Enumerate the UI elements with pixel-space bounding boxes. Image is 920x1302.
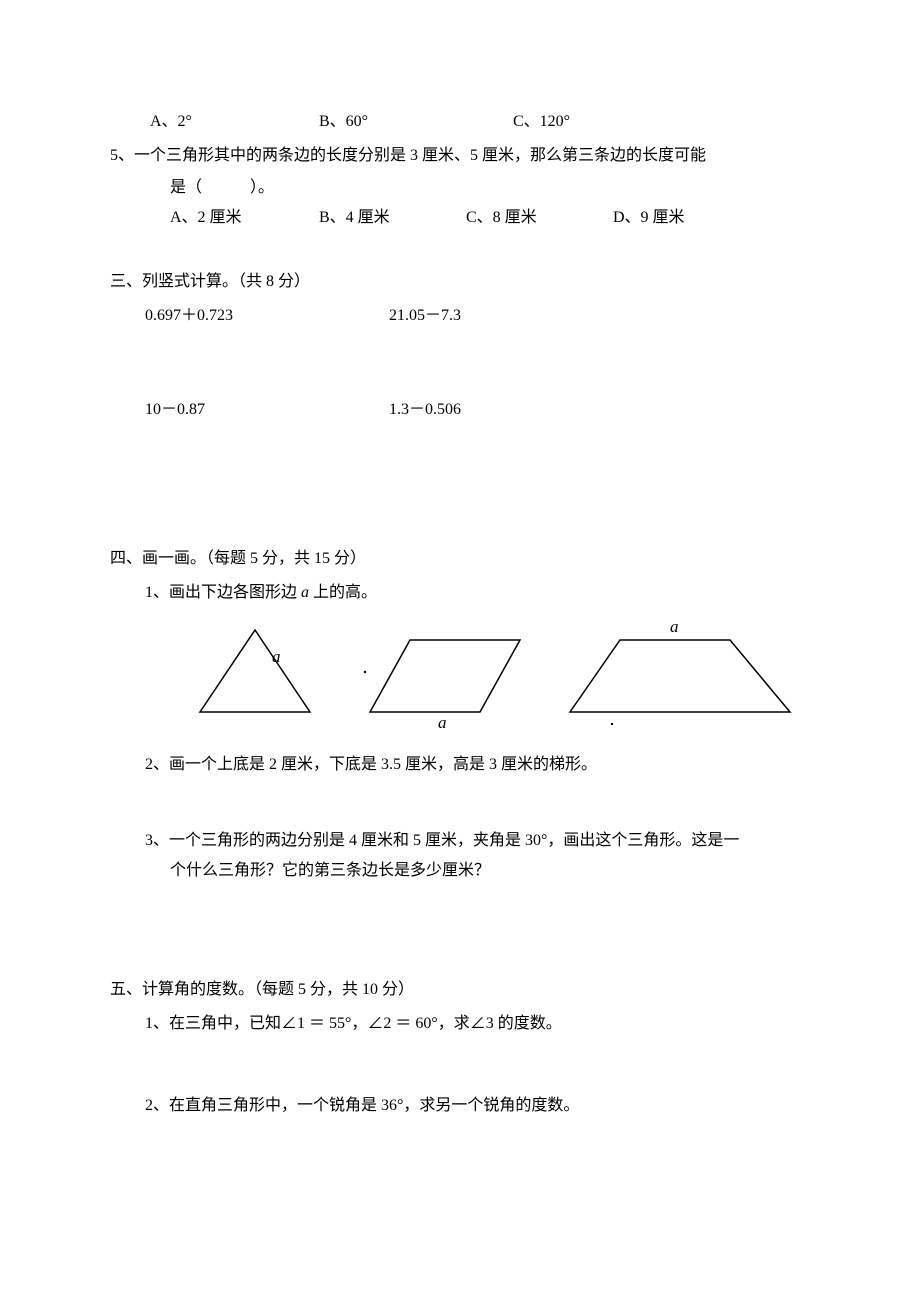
q5-options: A、2 厘米 B、4 厘米 C、8 厘米 D、9 厘米 [110, 206, 820, 230]
q4-option-c: C、120° [513, 110, 570, 134]
q5-blank-suffix: ）。 [250, 179, 274, 196]
sec5-q1: 1、在三角中，已知∠1 ＝ 55°，∠2 ＝ 60°，求∠3 的度数。 [110, 1012, 820, 1036]
sec4-q1-prefix: 1、画出下边各图形边 [145, 584, 301, 601]
q5-blank-prefix: 是（ [170, 179, 202, 196]
q4-option-a: A、2° [150, 110, 315, 134]
q5-stem-line1: 5、一个三角形其中的两条边的长度分别是 3 厘米、5 厘米，那么第三条边的长度可… [110, 144, 820, 168]
sec3-row2: 10－0.87 1.3－0.506 [110, 398, 820, 422]
sec4-q1-suffix: 上的高。 [309, 584, 377, 601]
shape-parallelogram [370, 640, 520, 712]
sec4-q1-var: a [301, 584, 309, 601]
sec4-q2: 2、画一个上底是 2 厘米，下底是 3.5 厘米，高是 3 厘米的梯形。 [110, 753, 820, 777]
parallelogram-dot [364, 671, 366, 673]
q5-option-d: D、9 厘米 [613, 206, 685, 230]
shapes-svg: a a a [200, 620, 800, 730]
q5-option-b: B、4 厘米 [319, 206, 462, 230]
q5-stem-line2: 是（ ）。 [110, 176, 820, 200]
shapes-row: a a a [110, 620, 820, 738]
q4-options: A、2° B、60° C、120° [110, 110, 820, 134]
triangle-label-a: a [272, 647, 281, 666]
sec4-q3-line1: 3、一个三角形的两边分别是 4 厘米和 5 厘米，夹角是 30°，画出这个三角形… [110, 829, 820, 853]
shape-trapezoid [570, 640, 790, 712]
parallelogram-label-a: a [438, 713, 447, 732]
q4-option-b: B、60° [319, 110, 509, 134]
shape-triangle [200, 630, 310, 712]
sec3-row1: 0.697＋0.723 21.05－7.3 [110, 304, 820, 328]
q5-option-c: C、8 厘米 [466, 206, 609, 230]
sec4-q3-line2: 个什么三角形？它的第三条边长是多少厘米？ [110, 859, 820, 883]
sec3-r1-b: 21.05－7.3 [389, 304, 461, 328]
trapezoid-label-a: a [670, 617, 679, 636]
sec4-q1-stem: 1、画出下边各图形边 a 上的高。 [110, 581, 820, 605]
q5-option-a: A、2 厘米 [170, 206, 315, 230]
sec5-q2: 2、在直角三角形中，一个锐角是 36°，求另一个锐角的度数。 [110, 1094, 820, 1118]
trapezoid-dot [611, 723, 613, 725]
sec3-r2-a: 10－0.87 [145, 398, 385, 422]
sec3-r2-b: 1.3－0.506 [389, 398, 461, 422]
section4-title: 四、画一画。（每题 5 分，共 15 分） [110, 547, 820, 571]
section3-title: 三、列竖式计算。（共 8 分） [110, 270, 820, 294]
section5-title: 五、计算角的度数。（每题 5 分，共 10 分） [110, 978, 820, 1002]
sec3-r1-a: 0.697＋0.723 [145, 304, 385, 328]
